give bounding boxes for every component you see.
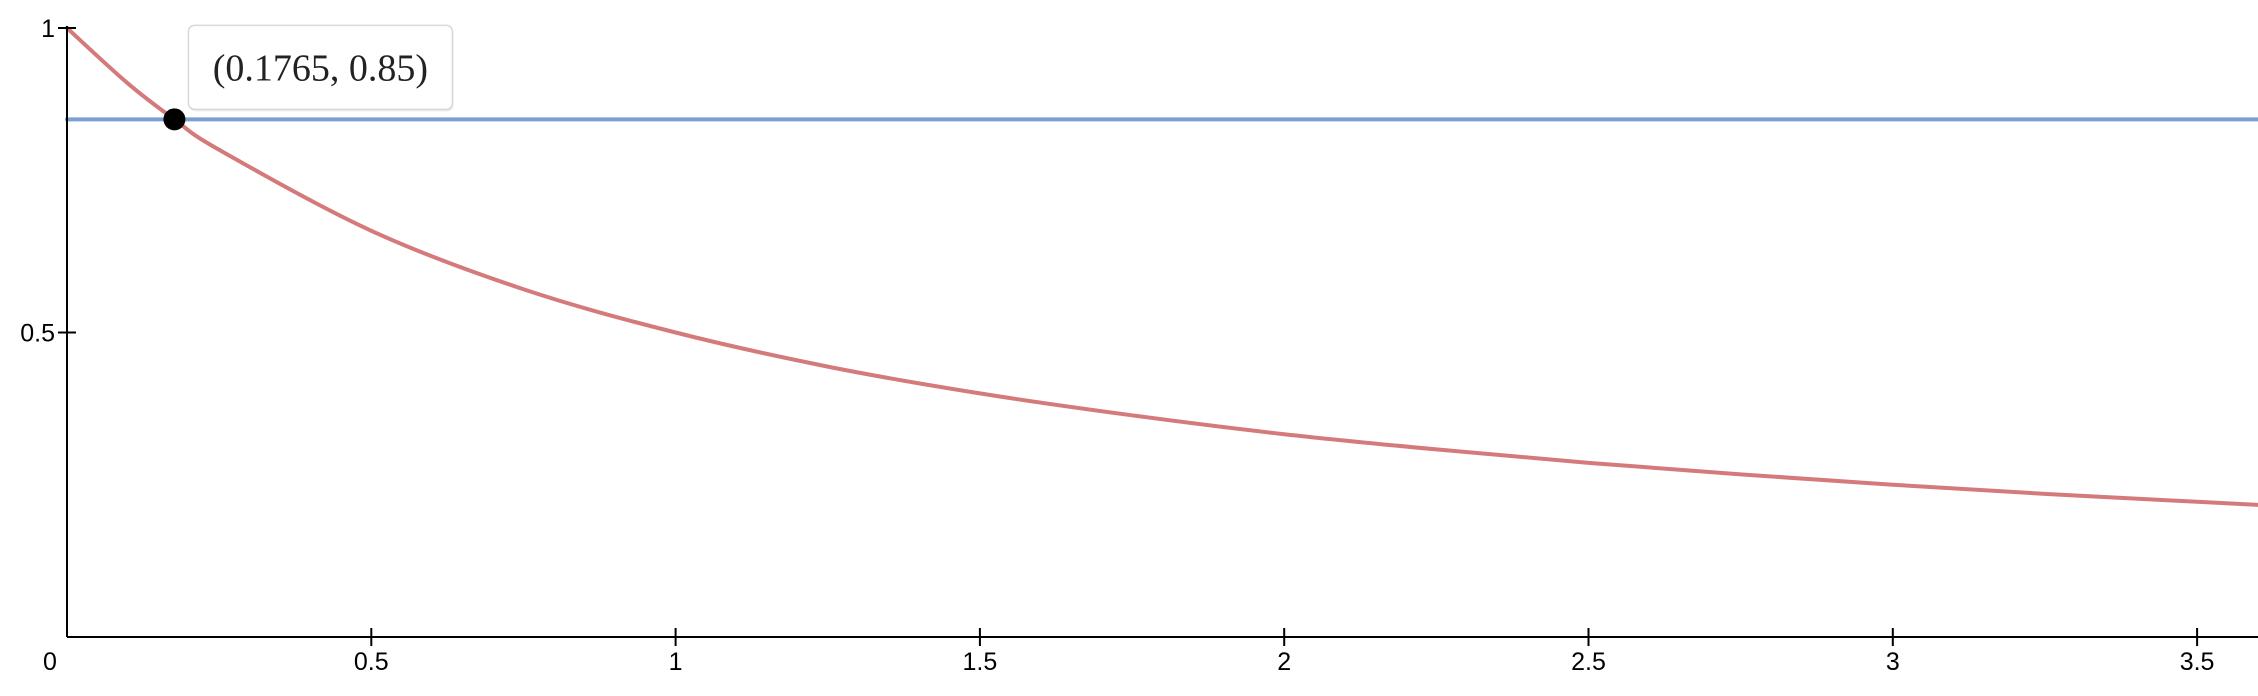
x-tick-label-2: 1 xyxy=(669,648,683,676)
annotation-layer: (0.1765, 0.85) xyxy=(163,24,454,131)
series-line-0 xyxy=(65,26,2258,507)
ticks-layer: 0 0.5 1 1.5 2 2.5 3 3.5 0.5 1 xyxy=(20,15,2214,676)
series-layer xyxy=(65,26,2258,507)
annotation-label-0: (0.1765, 0.85) xyxy=(213,47,428,89)
annotation-point-0 xyxy=(163,108,186,131)
x-tick-label-0: 0 xyxy=(43,648,57,676)
annotation-box-0 xyxy=(187,24,454,111)
x-tick-label-6: 3 xyxy=(1886,648,1900,676)
y-tick-label-0: 0.5 xyxy=(20,320,55,348)
x-tick-label-3: 1.5 xyxy=(963,648,998,676)
y-tick-label-1: 1 xyxy=(41,15,55,43)
x-tick-label-7: 3.5 xyxy=(2180,648,2215,676)
x-tick-label-4: 2 xyxy=(1277,648,1291,676)
x-tick-label-5: 2.5 xyxy=(1571,648,1606,676)
x-tick-label-1: 0.5 xyxy=(354,648,389,676)
